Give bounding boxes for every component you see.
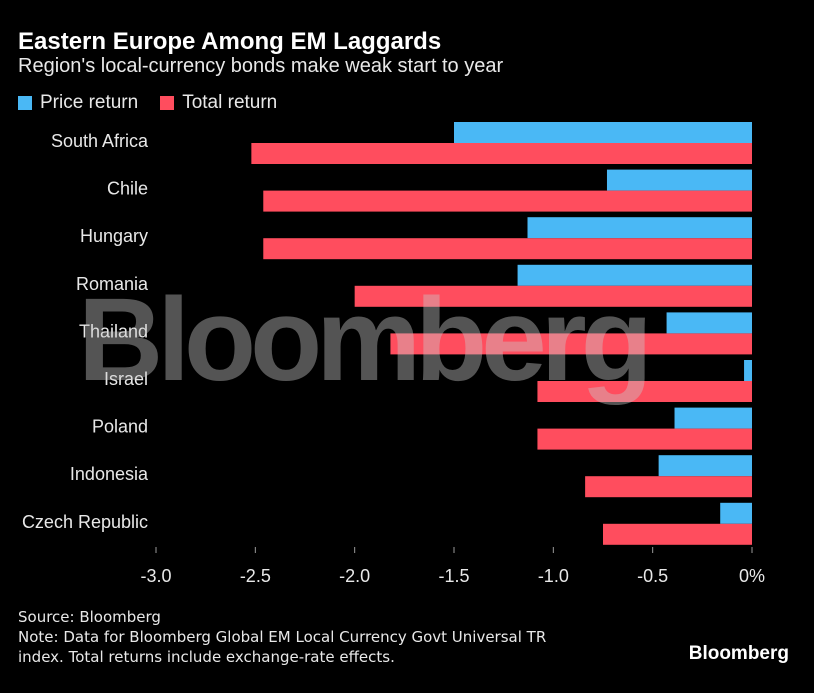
bar-total-return: [390, 333, 752, 355]
legend-swatch-price: [18, 96, 32, 110]
bar-total-return: [263, 190, 752, 212]
chart-subtitle: Region's local-currency bonds make weak …: [18, 55, 504, 77]
chart-title: Eastern Europe Among EM Laggards: [18, 28, 442, 55]
category-label: Thailand: [79, 321, 148, 341]
x-tick-label: -3.0: [140, 566, 171, 586]
category-label: Hungary: [80, 226, 148, 246]
bar-total-return: [251, 143, 753, 164]
legend-swatch-total: [160, 96, 175, 110]
brand-logo: Bloomberg: [688, 643, 789, 664]
legend: Price return Total return: [18, 92, 299, 114]
source-text: Source: Bloomberg: [18, 608, 161, 626]
legend-item-price: Price return: [18, 92, 138, 114]
bar-total-return: [537, 381, 752, 402]
x-tick-label: -1.5: [438, 566, 469, 586]
category-label: Poland: [92, 417, 148, 437]
bar-price-return: [720, 502, 752, 524]
bar-price-return: [658, 455, 752, 477]
category-label: Israel: [104, 369, 148, 389]
bar-total-return: [603, 523, 752, 545]
note-line-1: Note: Data for Bloomberg Global EM Local…: [18, 628, 547, 646]
bar-total-return: [263, 238, 752, 260]
x-tick-label: -2.0: [339, 566, 370, 586]
legend-label-price: Price return: [40, 92, 139, 113]
bar-price-return: [454, 122, 752, 143]
bar-price-return: [744, 360, 752, 381]
bar-price-return: [674, 407, 752, 429]
note-line-2: index. Total returns include exchange-ra…: [18, 648, 395, 666]
category-label: Indonesia: [70, 464, 149, 484]
bar-price-return: [606, 169, 752, 191]
category-label: Czech Republic: [22, 512, 148, 532]
category-label: Chile: [107, 179, 148, 199]
bar-price-return: [666, 312, 752, 334]
category-label: South Africa: [51, 131, 149, 151]
bar-total-return: [585, 476, 752, 498]
legend-label-total: Total return: [182, 92, 278, 113]
bar-total-return: [537, 428, 752, 450]
bar-price-return: [517, 264, 752, 286]
legend-item-total: Total return: [160, 92, 277, 114]
footer-notes: Source: Bloomberg Note: Data for Bloombe…: [18, 607, 546, 667]
x-tick-label: 0%: [739, 566, 765, 586]
x-tick-label: -0.5: [637, 566, 668, 586]
bar-total-return: [354, 285, 752, 307]
x-tick-label: -2.5: [240, 566, 271, 586]
bar-price-return: [527, 217, 752, 239]
category-label: Romania: [76, 274, 149, 294]
x-tick-label: -1.0: [538, 566, 569, 586]
